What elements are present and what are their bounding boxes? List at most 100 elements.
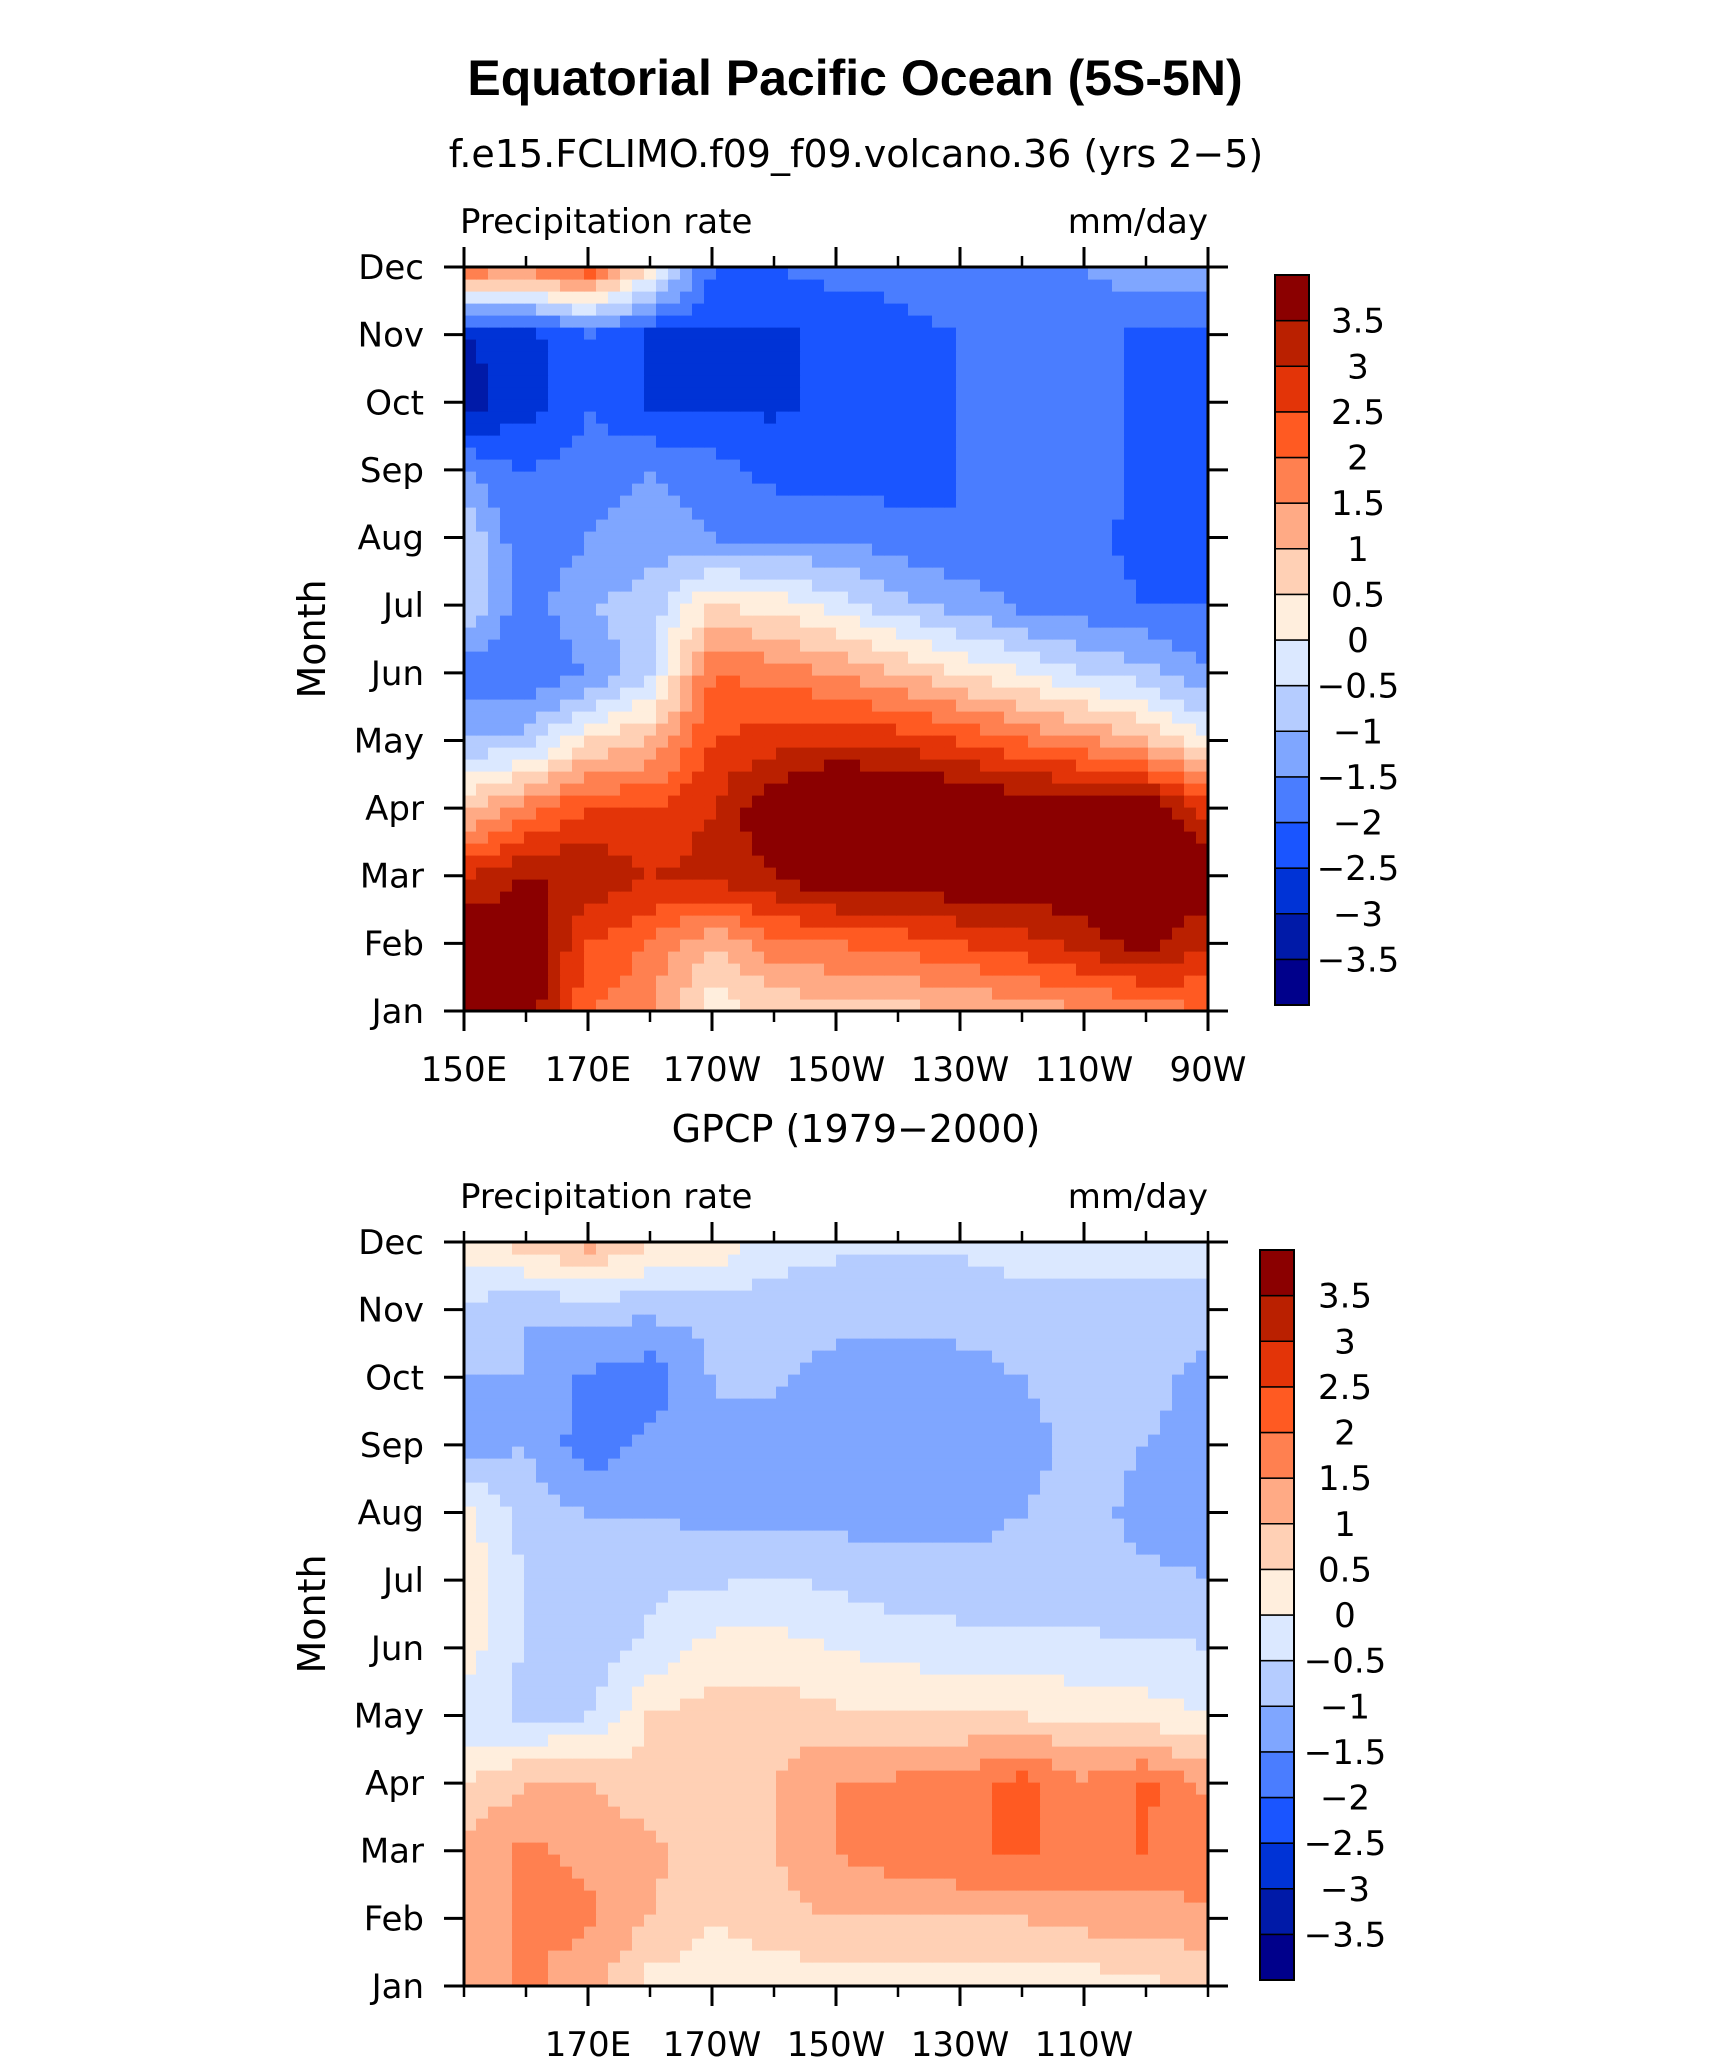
contour-cell [848,891,861,904]
contour-cell [980,603,993,616]
contour-cell [644,1926,657,1939]
contour-cell [788,735,801,748]
contour-cell [992,315,1005,328]
contour-cell [1100,915,1113,928]
contour-cell [1052,591,1065,604]
contour-cell [692,1974,705,1987]
contour-cell [1004,579,1017,592]
contour-cell [1172,435,1185,448]
contour-cell [704,1950,717,1963]
contour-cell [956,399,969,412]
contour-cell [524,591,537,604]
contour-cell [812,639,825,652]
contour-cell [884,759,897,772]
contour-cell [572,1782,585,1795]
contour-cell [1172,819,1185,832]
contour-cell [1064,591,1077,604]
contour-cell [1184,939,1197,952]
contour-cell [824,447,837,460]
contour-cell [884,363,897,376]
contour-cell [776,975,789,988]
contour-cell [1016,1818,1029,1831]
contour-cell [932,519,945,532]
contour-cell [836,315,849,328]
contour-cell [1088,855,1101,868]
contour-cell [992,375,1005,388]
contour-cell [944,423,957,436]
contour-cell [1004,639,1017,652]
contour-cell [1052,1902,1065,1915]
contour-cell [884,927,897,940]
contour-cell [776,1902,789,1915]
contour-cell [968,1866,981,1879]
contour-cell [1016,399,1029,412]
contour-cell [716,483,729,496]
contour-cell [800,819,813,832]
contour-cell [1124,399,1137,412]
contour-cell [848,531,861,544]
contour-cell [1100,1842,1113,1855]
contour-cell [1016,315,1029,328]
contour-cell [764,1878,777,1891]
contour-cell [524,639,537,652]
contour-cell [728,639,741,652]
contour-cell [500,555,513,568]
contour-cell [920,951,933,964]
contour-cell [728,903,741,916]
contour-cell [1088,939,1101,952]
contour-cell [1136,795,1149,808]
contour-cell [800,867,813,880]
contour-cell [1184,651,1197,664]
contour-cell [1088,435,1101,448]
contour-cell [980,795,993,808]
contour-cell [704,975,717,988]
contour-cell [1124,795,1137,808]
contour-cell [1112,783,1125,796]
contour-cell [608,435,621,448]
contour-cell [920,963,933,976]
contour-cell [632,831,645,844]
contour-cell [1052,663,1065,676]
contour-cell [752,507,765,520]
contour-cell [476,459,489,472]
contour-cell [1196,675,1209,688]
contour-cell [1160,507,1173,520]
contour-cell [692,1818,705,1831]
contour-cell [752,867,765,880]
contour-cell [524,495,537,508]
contour-cell [548,879,561,892]
colorbar-label: −2.5 [1317,849,1400,889]
contour-cell [704,531,717,544]
contour-cell [1136,363,1149,376]
contour-cell [716,567,729,580]
contour-cell [968,531,981,544]
contour-cell [1052,435,1065,448]
contour-cell [1016,1902,1029,1915]
contour-cell [1172,1818,1185,1831]
contour-cell [548,483,561,496]
contour-cell [596,423,609,436]
contour-cell [596,387,609,400]
contour-cell [680,1782,693,1795]
contour-cell [836,1842,849,1855]
contour-cell [932,1794,945,1807]
contour-cell [584,591,597,604]
contour-cell [836,447,849,460]
contour-cell [884,831,897,844]
contour-cell [656,1926,669,1939]
contour-cell [728,1962,741,1975]
contour-cell [1064,867,1077,880]
contour-cell [476,1962,489,1975]
contour-cell [836,603,849,616]
contour-cell [1160,687,1173,700]
contour-cell [800,1926,813,1939]
contour-cell [704,303,717,316]
contour-cell [764,1794,777,1807]
contour-cell [1028,327,1041,340]
contour-cell [812,735,825,748]
contour-cell [884,579,897,592]
contour-cell [584,915,597,928]
contour-cell [1172,891,1185,904]
contour-cell [836,543,849,556]
contour-cell [608,555,621,568]
